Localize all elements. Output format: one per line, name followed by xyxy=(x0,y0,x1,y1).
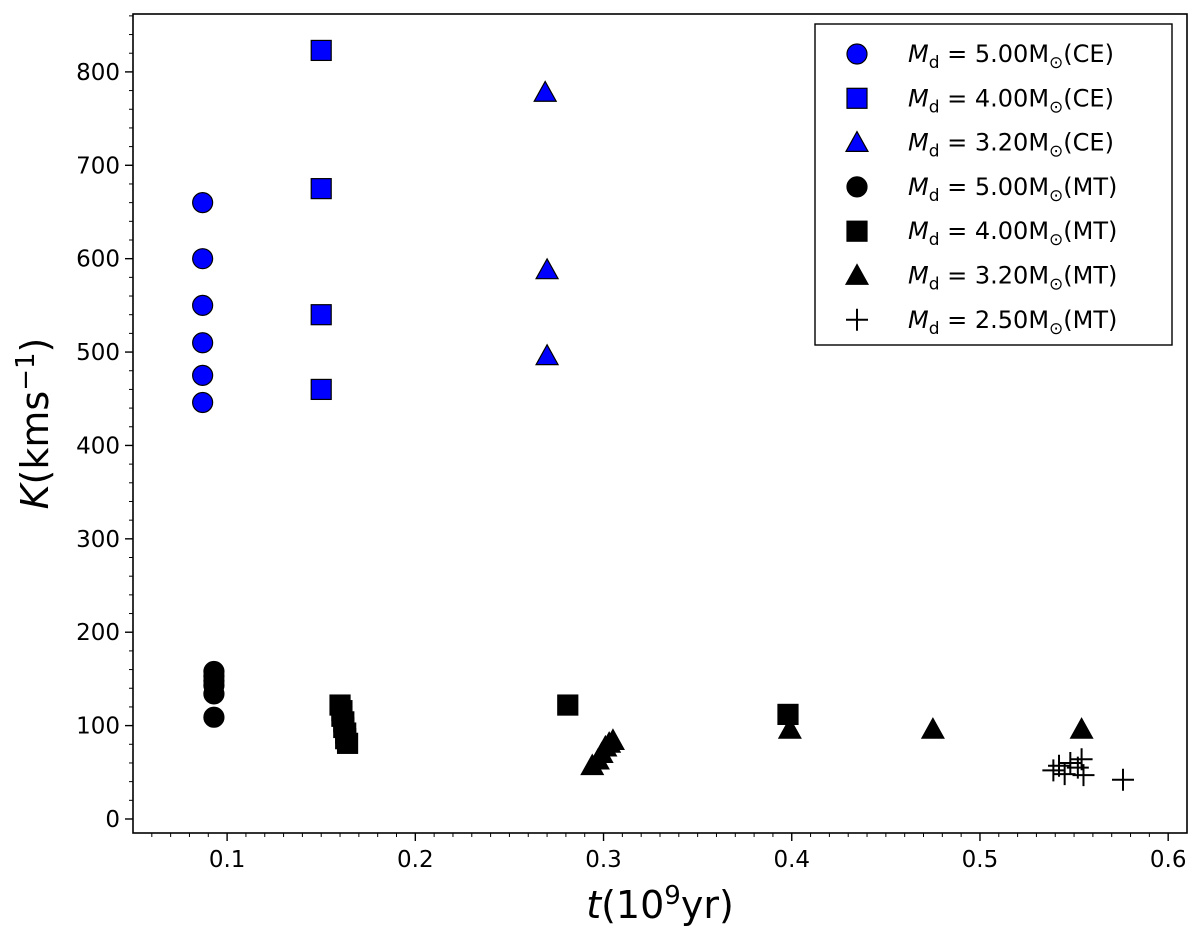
x-tick-label: 0.6 xyxy=(1150,847,1187,873)
data-point xyxy=(920,717,945,739)
data-point xyxy=(533,80,558,102)
x-axis-title: t(109yr) xyxy=(586,881,734,927)
x-tick-label: 0.1 xyxy=(209,847,246,873)
data-point xyxy=(557,694,579,716)
data-marks xyxy=(192,39,1135,791)
data-point xyxy=(1072,764,1095,787)
series-6 xyxy=(1042,748,1135,791)
legend-label: Md = 4.00M⊙(CE) xyxy=(908,84,1114,117)
legend-entry: Md = 4.00M⊙(CE) xyxy=(846,84,1114,117)
data-point xyxy=(310,39,332,62)
data-point xyxy=(203,683,225,705)
x-tick-label: 0.5 xyxy=(962,847,999,873)
data-point xyxy=(192,294,214,316)
data-point xyxy=(310,304,332,326)
y-tick-label: 400 xyxy=(76,433,120,459)
y-tick-label: 500 xyxy=(76,340,120,366)
data-point xyxy=(1053,763,1076,786)
data-point xyxy=(192,391,214,414)
data-point xyxy=(310,378,332,401)
data-point xyxy=(203,706,225,728)
legend-box xyxy=(814,23,1173,346)
y-tick-label: 100 xyxy=(76,714,120,740)
legend-label: Md = 4.00M⊙(MT) xyxy=(908,217,1117,250)
legend-entry: Md = 5.00M⊙(MT) xyxy=(846,173,1117,206)
x-tick-label: 0.2 xyxy=(397,847,434,873)
y-tick-label: 200 xyxy=(76,620,120,646)
data-point xyxy=(1112,768,1135,791)
y-axis-title: K(kms−1) xyxy=(11,338,57,510)
series-4 xyxy=(329,694,799,754)
legend-label: Md = 3.20M⊙(CE) xyxy=(908,129,1114,162)
y-tick-label: 300 xyxy=(76,527,120,553)
y-tick-label: 600 xyxy=(76,247,120,273)
legend-label: Md = 2.50M⊙(MT) xyxy=(908,306,1117,339)
legend-entry: Md = 2.50M⊙(MT) xyxy=(846,306,1117,339)
data-point xyxy=(192,192,214,214)
data-point xyxy=(777,717,802,739)
legend-marker xyxy=(844,130,870,152)
data-point xyxy=(535,257,560,280)
series-0 xyxy=(192,192,214,414)
legend-marker xyxy=(844,263,870,285)
legend-marker xyxy=(846,43,868,65)
legend-label: Md = 5.00M⊙(CE) xyxy=(908,40,1114,73)
y-tick-label: 700 xyxy=(76,153,120,179)
legend-marker xyxy=(846,220,868,242)
legend-marker xyxy=(846,87,868,109)
legend-marker xyxy=(846,308,868,331)
axes: 0.1 0.2 0.3 0.4 0.5 0.6 0 100 200 300 400 500 600 700… xyxy=(11,13,1188,927)
x-tick-label: 0.4 xyxy=(773,847,810,873)
legend-entry: Md = 4.00M⊙(MT) xyxy=(846,217,1117,250)
data-point xyxy=(310,178,332,200)
legend-label: Md = 3.20M⊙(MT) xyxy=(908,262,1117,295)
y-tick-label: 800 xyxy=(76,60,120,86)
data-point xyxy=(192,332,214,354)
series-1 xyxy=(310,39,332,401)
data-point xyxy=(1070,748,1093,771)
data-point xyxy=(600,728,625,750)
legend: Md = 5.00M⊙(CE) Md = 4.00M⊙(CE) Md = 3.20M… xyxy=(814,23,1173,346)
legend-entry: Md = 3.20M⊙(MT) xyxy=(844,262,1117,295)
legend-label: Md = 5.00M⊙(MT) xyxy=(908,173,1117,206)
series-2 xyxy=(533,80,560,366)
y-tick-label: 0 xyxy=(105,807,120,833)
series-5 xyxy=(580,717,1094,776)
legend-entry: Md = 3.20M⊙(CE) xyxy=(844,129,1114,162)
data-point xyxy=(1042,759,1065,782)
data-point xyxy=(192,248,214,270)
data-point xyxy=(1069,717,1094,739)
data-point xyxy=(192,364,214,387)
series-3 xyxy=(203,660,225,728)
data-point xyxy=(336,732,359,754)
data-point xyxy=(535,343,560,366)
x-tick-label: 0.3 xyxy=(585,847,622,873)
legend-entry: Md = 5.00M⊙(CE) xyxy=(846,40,1114,73)
data-point xyxy=(1048,754,1071,777)
legend-marker xyxy=(846,176,868,198)
